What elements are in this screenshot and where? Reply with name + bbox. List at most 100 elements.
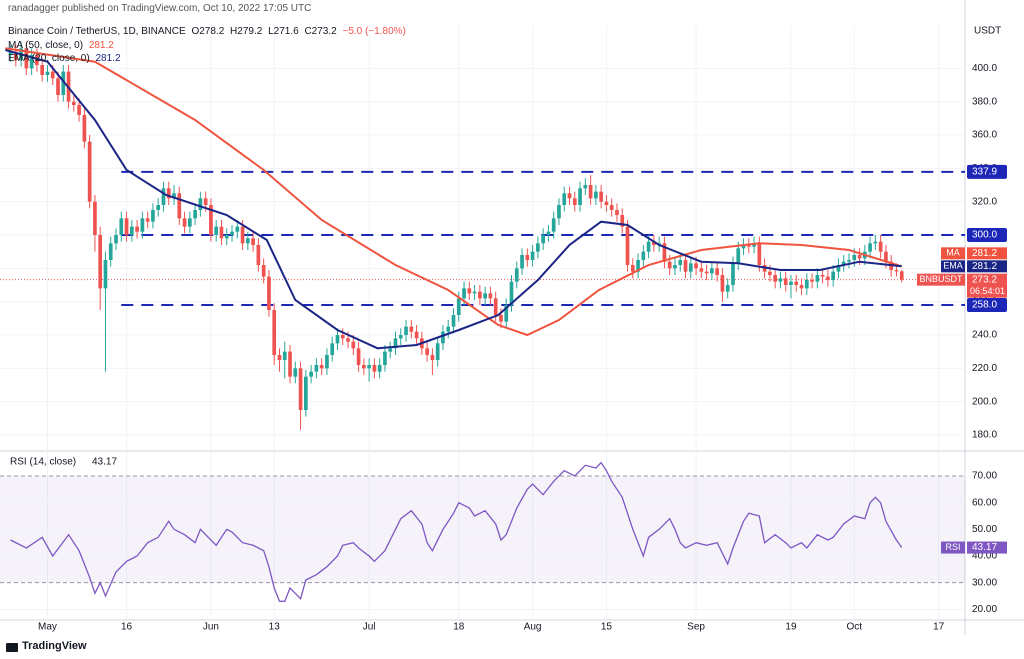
candle-body	[335, 335, 340, 344]
candle-body	[377, 365, 382, 372]
ma-value: 281.2	[972, 248, 997, 259]
x-tick-label: 16	[121, 622, 133, 633]
candle-body	[224, 235, 229, 239]
ema-name-tag	[941, 260, 965, 273]
ma-name-tag	[941, 247, 965, 260]
candle-body	[351, 341, 356, 349]
candle-body	[135, 226, 139, 232]
candle-body	[82, 115, 87, 142]
candle-body	[24, 48, 29, 69]
candle-body	[187, 218, 192, 227]
candle-body	[309, 371, 313, 377]
candle-body	[71, 101, 76, 105]
y-tick-label: 70.00	[972, 471, 997, 482]
candle-body	[356, 348, 361, 365]
candle-body	[894, 270, 899, 272]
high-label: H279.2	[230, 26, 263, 37]
y-tick-label: 200.0	[972, 396, 997, 407]
price-tag-value: 273.2	[972, 274, 997, 285]
candle-body	[251, 238, 255, 245]
candle-body	[172, 193, 176, 199]
candle-body	[409, 326, 414, 332]
candle-body	[462, 288, 466, 299]
candle-body	[815, 275, 820, 282]
candle-body	[636, 260, 640, 272]
candle-body	[362, 365, 366, 369]
candle-body	[620, 215, 625, 227]
candle-body	[93, 201, 97, 235]
candle-body	[151, 210, 155, 222]
y-tick-label: 40.00	[972, 551, 997, 562]
candle-body	[372, 365, 377, 372]
candle-body	[219, 226, 224, 239]
ma-name: MA	[946, 248, 960, 258]
y-tick-label: 320.0	[972, 196, 997, 207]
candle-body	[530, 251, 535, 260]
candle-body	[520, 255, 524, 269]
candle-body	[683, 260, 688, 272]
ema-value: 281.2	[972, 261, 997, 272]
candle-body	[288, 351, 292, 377]
footer: TradingView	[22, 640, 87, 652]
candle-body	[710, 268, 714, 274]
candle-body	[435, 343, 440, 360]
level-tag	[967, 228, 1007, 242]
candle-body	[499, 315, 503, 322]
candle-body	[119, 218, 124, 235]
symbol: Binance Coin / TetherUS, 1D, BINANCE	[8, 26, 186, 37]
candle-body	[472, 291, 477, 294]
candle-body	[878, 241, 883, 252]
candle-body	[45, 71, 50, 75]
candle-body	[725, 285, 730, 292]
candle-body	[572, 198, 577, 205]
candle-body	[425, 348, 429, 355]
x-tick-label: 15	[601, 622, 613, 633]
y-tick-label: 30.00	[972, 577, 997, 588]
candle-body	[704, 271, 709, 274]
candle-body	[536, 243, 540, 252]
level-tag-label: 258.0	[972, 300, 997, 311]
candle-body	[245, 238, 250, 244]
candle-body	[615, 210, 619, 215]
y-tick-label: 220.0	[972, 363, 997, 374]
candle-body	[140, 218, 145, 232]
candle-body	[293, 368, 298, 377]
candle-body	[667, 261, 672, 269]
candle-body	[325, 355, 329, 369]
candle-body	[678, 260, 683, 265]
candle-body	[108, 243, 113, 260]
candle-body	[757, 243, 762, 265]
y-tick-label: 60.00	[972, 497, 997, 508]
candle-body	[314, 365, 319, 372]
low-label: L271.6	[268, 26, 299, 37]
candle-body	[319, 365, 324, 369]
candle-body	[836, 265, 841, 272]
level-tag-label: 337.9	[972, 166, 997, 177]
candle-body	[852, 255, 857, 260]
candle-body	[430, 355, 435, 360]
candle-body	[841, 261, 846, 265]
candle-body	[214, 226, 219, 235]
candle-body	[56, 78, 60, 95]
candle-body	[736, 248, 741, 264]
candle-body	[884, 251, 888, 262]
change-label: −5.0 (−1.80%)	[342, 26, 406, 37]
candle-body	[304, 376, 308, 410]
candle-body	[783, 278, 788, 285]
candle-body	[583, 185, 588, 189]
y-tick-label: 360.0	[972, 130, 997, 141]
candle-body	[383, 351, 387, 365]
candle-body	[87, 141, 92, 202]
candle-body	[789, 281, 793, 285]
rsi-legend-value: 43.17	[92, 457, 117, 468]
candle-body	[156, 205, 161, 210]
candle-body	[209, 205, 213, 235]
candle-body	[609, 205, 614, 210]
candle-body	[414, 331, 419, 339]
candle-body	[8, 51, 13, 55]
candle-body	[551, 218, 556, 232]
publisher: ranadagger published on TradingView.com,…	[8, 3, 312, 14]
candle-body	[773, 275, 778, 282]
candle-body	[261, 265, 266, 277]
